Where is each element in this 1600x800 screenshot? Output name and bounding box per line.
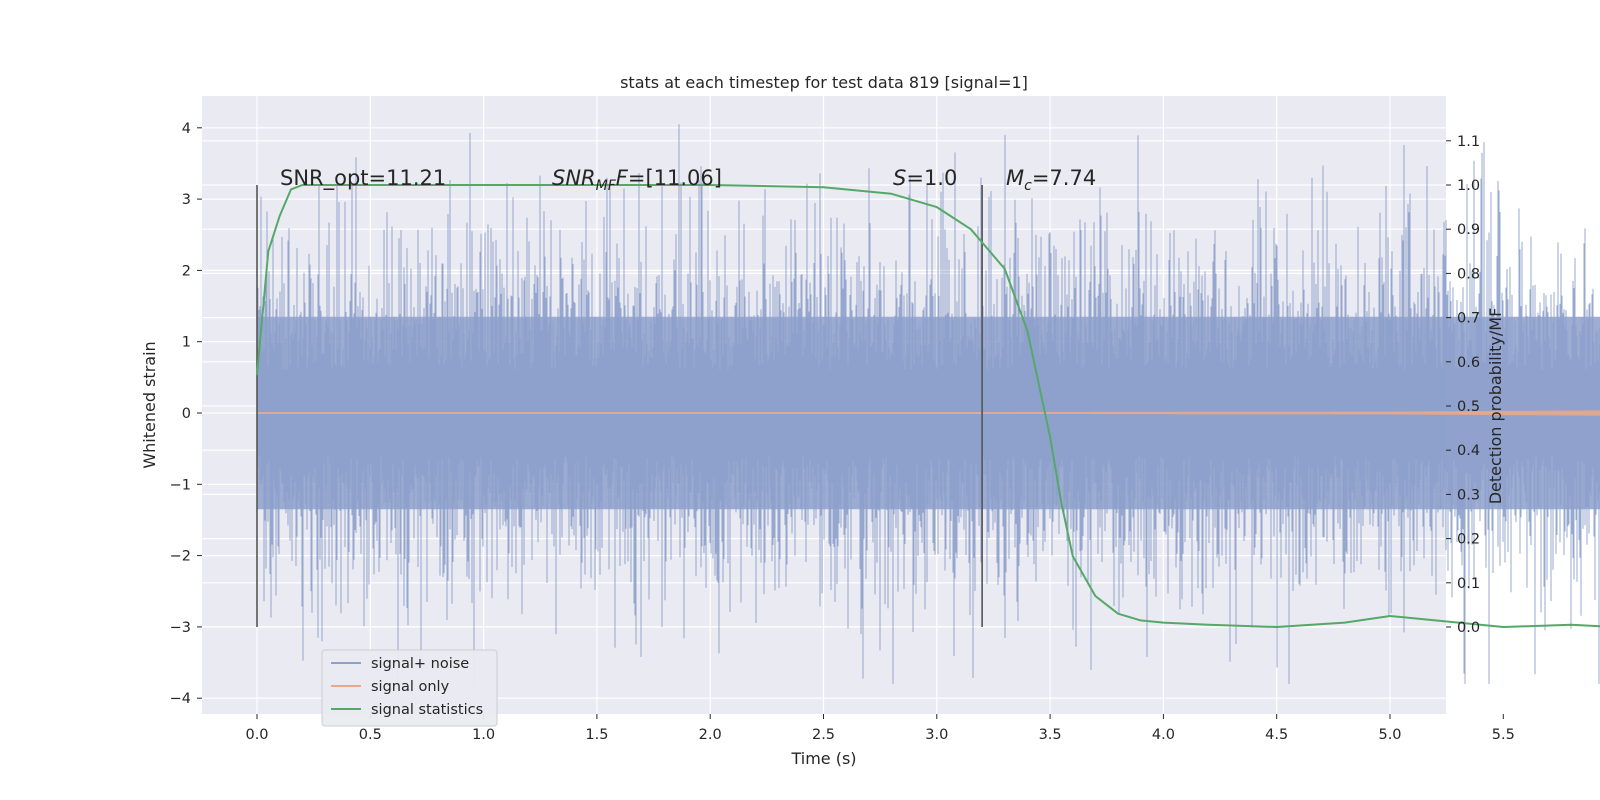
y-right-axis-label: Detection probability/MF (1486, 308, 1505, 505)
chart-title: stats at each timestep for test data 819… (620, 73, 1028, 92)
y-left-axis-label: Whitened strain (140, 341, 159, 468)
y-left-tick-label: 0 (182, 406, 191, 422)
y-right-tick-label: 0.0 (1457, 620, 1480, 636)
y-right-tick-label: 1.0 (1457, 178, 1480, 194)
y-right-tick-label: 0.3 (1457, 487, 1480, 503)
x-tick-label: 2.0 (699, 727, 722, 743)
y-left-axis-ticks: −4 −3 −2 −1 0 1 2 3 4 (170, 121, 202, 707)
y-right-tick-label: 1.1 (1457, 134, 1480, 150)
y-right-tick-label: 0.4 (1457, 443, 1480, 459)
x-tick-label: 4.0 (1152, 727, 1175, 743)
y-left-tick-label: 4 (182, 121, 191, 137)
x-axis-ticks: 0.00.51.01.52.02.53.03.54.04.55.05.56.06… (245, 714, 1515, 743)
legend-box (321, 649, 498, 727)
x-tick-label: 1.0 (472, 727, 495, 743)
legend-label-signal-noise: signal+ noise (371, 656, 469, 672)
y-left-tick-label: 3 (182, 192, 191, 208)
x-axis-label: Time (s) (790, 749, 856, 768)
x-tick-label: 0.5 (359, 727, 382, 743)
x-tick-label: 5.5 (1492, 727, 1515, 743)
y-right-tick-label: 0.6 (1457, 355, 1480, 371)
annotation-snr-opt: SNR_opt=11.21 (280, 166, 446, 191)
signal-statistics-line (256, 184, 1600, 628)
y-left-tick-label: 1 (182, 335, 191, 351)
y-left-tick-label: −4 (170, 691, 191, 707)
y-right-tick-label: 0.8 (1457, 266, 1480, 282)
x-tick-label: 3.0 (925, 727, 948, 743)
y-left-tick-label: −1 (170, 477, 191, 493)
y-right-axis-ticks: 0.0 0.1 0.2 0.3 0.4 0.5 0.6 0.7 0.8 0.9 1.0 1.1 (1446, 134, 1480, 636)
x-tick-label: 3.5 (1039, 727, 1062, 743)
annotation-s: S=1.0 (893, 166, 957, 190)
y-right-tick-label: 0.9 (1457, 222, 1480, 238)
x-tick-label: 0.0 (245, 727, 268, 743)
annotation-snr-mf: SNRMFF=[11.06] (552, 166, 722, 194)
legend-label-signal-statistics: signal statistics (371, 702, 483, 718)
annotation-mc: Mc=7.74 (1006, 166, 1096, 194)
vertical-markers (256, 185, 983, 627)
x-tick-label: 1.5 (585, 727, 608, 743)
series-signal-only (257, 410, 1600, 416)
y-right-tick-label: 0.7 (1457, 311, 1480, 327)
y-right-tick-label: 0.1 (1457, 576, 1480, 592)
legend-label-signal-only: signal only (371, 679, 450, 695)
y-left-tick-label: 2 (182, 263, 191, 279)
series-signal-statistics (256, 184, 1600, 628)
y-left-tick-label: −3 (170, 620, 191, 636)
x-tick-label: 2.5 (812, 727, 835, 743)
y-left-tick-label: −2 (170, 549, 191, 565)
y-right-tick-label: 0.5 (1457, 399, 1480, 415)
x-tick-label: 4.5 (1265, 727, 1288, 743)
x-tick-label: 5.0 (1378, 727, 1401, 743)
legend: signal+ noise signal only signal statist… (321, 649, 498, 727)
y-right-tick-label: 0.2 (1457, 532, 1480, 548)
